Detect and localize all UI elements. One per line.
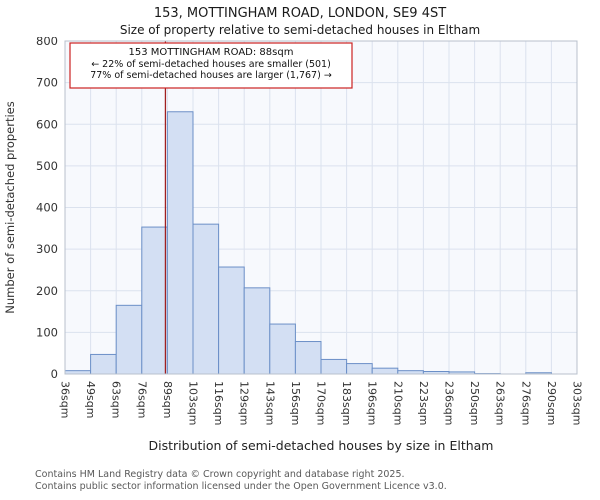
x-tick-label: 36sqm xyxy=(59,381,72,418)
x-tick-label: 263sqm xyxy=(494,381,507,425)
attribution-footer: Contains HM Land Registry data © Crown c… xyxy=(35,469,447,492)
y-tick-label: 400 xyxy=(36,201,58,215)
x-tick-label: 250sqm xyxy=(468,381,481,425)
plot-border xyxy=(64,40,578,375)
x-tick-label: 143sqm xyxy=(263,381,276,425)
bar xyxy=(371,367,399,375)
bar xyxy=(346,363,373,375)
annotation-box xyxy=(69,42,353,89)
footer-line-2: Contains public sector information licen… xyxy=(35,480,447,492)
x-tick-label: 236sqm xyxy=(443,381,456,425)
chart-title: 153, MOTTINGHAM ROAD, LONDON, SE9 4ST xyxy=(153,6,447,21)
footer-line-1: Contains HM Land Registry data © Crown c… xyxy=(35,469,405,480)
x-tick-label: 276sqm xyxy=(519,381,532,425)
y-tick-label: 100 xyxy=(36,325,58,339)
bar xyxy=(294,341,322,375)
y-tick-label: 600 xyxy=(36,117,58,131)
x-tick-label: 89sqm xyxy=(161,381,174,418)
y-tick-label: 500 xyxy=(36,159,58,173)
x-tick-label: 210sqm xyxy=(391,381,404,425)
bar xyxy=(115,304,143,375)
bar xyxy=(166,111,194,375)
y-tick-label: 200 xyxy=(36,284,58,298)
y-tick-label: 800 xyxy=(36,37,58,48)
x-tick-label: 196sqm xyxy=(366,381,379,425)
x-tick-label: 103sqm xyxy=(187,381,200,425)
bar xyxy=(320,358,348,375)
x-tick-label: 49sqm xyxy=(84,381,97,418)
x-tick-label: 76sqm xyxy=(135,381,148,418)
bar xyxy=(141,226,168,375)
annotation-line-2: ← 22% of semi-detached houses are smalle… xyxy=(91,59,331,70)
x-tick-label: 129sqm xyxy=(238,381,251,425)
x-tick-label: 303sqm xyxy=(571,381,584,425)
bar xyxy=(269,323,296,375)
x-tick-label: 223sqm xyxy=(417,381,430,425)
x-tick-label: 156sqm xyxy=(289,381,302,425)
y-tick-label: 300 xyxy=(36,242,58,256)
bar xyxy=(192,223,220,375)
annotation-line-1: 153 MOTTINGHAM ROAD: 88sqm xyxy=(129,47,294,58)
bar xyxy=(90,353,117,375)
chart-subtitle: Size of property relative to semi-detach… xyxy=(119,23,481,37)
bar xyxy=(243,287,271,375)
x-tick-label: 170sqm xyxy=(315,381,328,425)
x-axis-label: Distribution of semi-detached houses by … xyxy=(149,438,494,453)
annotation-line-3: 77% of semi-detached houses are larger (… xyxy=(90,70,332,81)
bar xyxy=(218,266,245,375)
y-tick-label: 700 xyxy=(36,76,58,90)
x-tick-label: 63sqm xyxy=(110,381,123,418)
y-axis-label: Number of semi-detached properties xyxy=(3,101,17,313)
y-tick-label: 0 xyxy=(51,367,58,381)
x-tick-label: 290sqm xyxy=(545,381,558,425)
x-tick-label: 183sqm xyxy=(340,381,353,425)
histogram-chart: 153 MOTTINGHAM ROAD: 88sqm← 22% of semi-… xyxy=(3,37,584,453)
x-tick-label: 116sqm xyxy=(212,381,225,425)
